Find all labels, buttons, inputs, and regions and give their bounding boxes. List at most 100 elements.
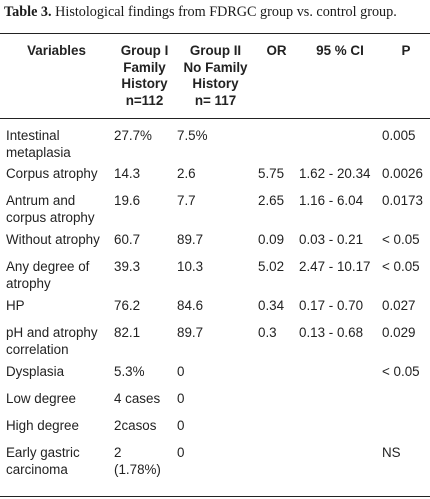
table-cell-variables: High degree [0,413,113,440]
column-header-ci-95: 95 % CI [298,38,382,119]
table-cell-variables: Dysplasia [0,359,113,386]
table-cell-ci-95: 1.62 - 20.34 [298,161,382,188]
table-cell-or: 5.02 [255,254,298,293]
table-body: Intestinal metaplasia 27.7% 7.5% 0.005 Corpus… [0,119,430,478]
table-cell-group-ii: 84.6 [176,293,255,320]
table-cell-p-value [382,386,430,413]
table-cell-group-i: 82.1 [113,320,176,359]
table-caption-text: Histological findings from FDRGC group v… [51,4,397,20]
column-header-p-value: P [382,38,430,119]
table-cell-p-value: 0.029 [382,320,430,359]
column-header-line: History [121,76,168,91]
table-cell-group-ii: 0 [176,386,255,413]
cell-text: 7.7 [177,193,196,208]
table-cell-or [255,119,298,161]
cell-text: metaplasia [6,145,71,160]
table-cell-group-i: 2casos [113,413,176,440]
table-cell-group-ii: 2.6 [176,161,255,188]
table-cell-group-i: 19.6 [113,188,176,227]
column-header-or: OR [255,38,298,119]
table-row: Corpus atrophy 14.3 2.6 5.75 1.62 - 20.34 0.0… [0,161,430,188]
column-header-line: OR [266,43,287,58]
cell-text: Dysplasia [6,364,65,379]
cell-text: atrophy [6,276,51,291]
cell-text: 0.0026 [382,166,423,181]
cell-text: < 0.05 [382,364,420,379]
table-cell-or [255,440,298,478]
table-cell-ci-95: 0.13 - 0.68 [298,320,382,359]
column-header-group-i: Group I Family History n=112 [113,38,176,119]
table-row: High degree 2casos 0 [0,413,430,440]
table-cell-ci-95 [298,440,382,478]
cell-text: 0.3 [258,325,277,340]
column-header-line: n=112 [125,92,164,108]
histological-findings-table: Variables Group I Family History n=112 Group … [0,38,430,478]
cell-text: 0.005 [382,128,416,143]
table-cell-ci-95: 0.17 - 0.70 [298,293,382,320]
cell-text: < 0.05 [382,232,420,247]
table-cell-group-ii: 10.3 [176,254,255,293]
cell-text: Corpus atrophy [6,166,98,181]
table-cell-or: 0.34 [255,293,298,320]
table-row: Early gastric carcinoma 2 (1.78%) 0 NS [0,440,430,478]
cell-text: 82.1 [114,325,141,340]
cell-text: 0.029 [382,325,416,340]
table-cell-variables: Low degree [0,386,113,413]
table-row: Low degree 4 cases 0 [0,386,430,413]
cell-text: 39.3 [114,259,141,274]
table-cell-variables: Antrum and corpus atrophy [0,188,113,227]
table-header-rule [0,118,430,119]
table-row: Intestinal metaplasia 27.7% 7.5% 0.005 [0,119,430,161]
cell-text: 0.09 [258,232,285,247]
table-bottom-rule [0,496,430,497]
table-cell-or: 0.3 [255,320,298,359]
table-cell-or [255,413,298,440]
cell-text: 14.3 [114,166,141,181]
cell-text: correlation [6,342,69,357]
table-caption: Table 3. Histological findings from FDRG… [4,3,428,21]
cell-text: 0.03 - 0.21 [299,232,364,247]
cell-text: 89.7 [177,325,204,340]
cell-text: 89.7 [177,232,204,247]
cell-text: 5.3% [114,364,145,379]
cell-text: 4 cases [114,391,161,406]
table-cell-or: 2.65 [255,188,298,227]
table-cell-group-ii: 7.7 [176,188,255,227]
column-header-line: History [192,76,239,91]
table-cell-or [255,386,298,413]
table-cell-or: 0.09 [255,227,298,254]
table-row: pH and atrophy correlation 82.1 89.7 0.3 0.13… [0,320,430,359]
table-cell-p-value: < 0.05 [382,227,430,254]
cell-text: 0.0173 [382,193,423,208]
column-header-line: Group II [189,43,242,58]
cell-text: 0.17 - 0.70 [299,298,364,313]
table-cell-ci-95 [298,119,382,161]
table-row: Without atrophy 60.7 89.7 0.09 0.03 - 0.21 < … [0,227,430,254]
table-cell-ci-95: 0.03 - 0.21 [298,227,382,254]
table-cell-variables: HP [0,293,113,320]
cell-text: 2 [114,445,122,460]
cell-text: 2.47 - 10.17 [299,259,371,274]
table-cell-ci-95: 2.47 - 10.17 [298,254,382,293]
cell-text: (1.78%) [114,462,161,477]
table-cell-group-i: 14.3 [113,161,176,188]
cell-text: 0.13 - 0.68 [299,325,364,340]
cell-text: 1.16 - 6.04 [299,193,364,208]
column-header-line: No Family [183,59,248,75]
cell-text: Without atrophy [6,232,100,247]
cell-text: 5.02 [258,259,285,274]
cell-text: 2.6 [177,166,196,181]
cell-text: 10.3 [177,259,204,274]
cell-text: 76.2 [114,298,141,313]
table-row: Antrum and corpus atrophy 19.6 7.7 2.65 1.16 … [0,188,430,227]
table-cell-p-value: < 0.05 [382,359,430,386]
cell-text: Antrum and [6,193,76,208]
table-top-rule [0,33,430,34]
table-cell-p-value: 0.0173 [382,188,430,227]
table-cell-group-i: 2 (1.78%) [113,440,176,478]
cell-text: Early gastric [6,445,80,460]
table-cell-p-value: 0.005 [382,119,430,161]
table-cell-or [255,359,298,386]
table-cell-p-value: NS [382,440,430,478]
cell-text: Low degree [6,391,76,406]
